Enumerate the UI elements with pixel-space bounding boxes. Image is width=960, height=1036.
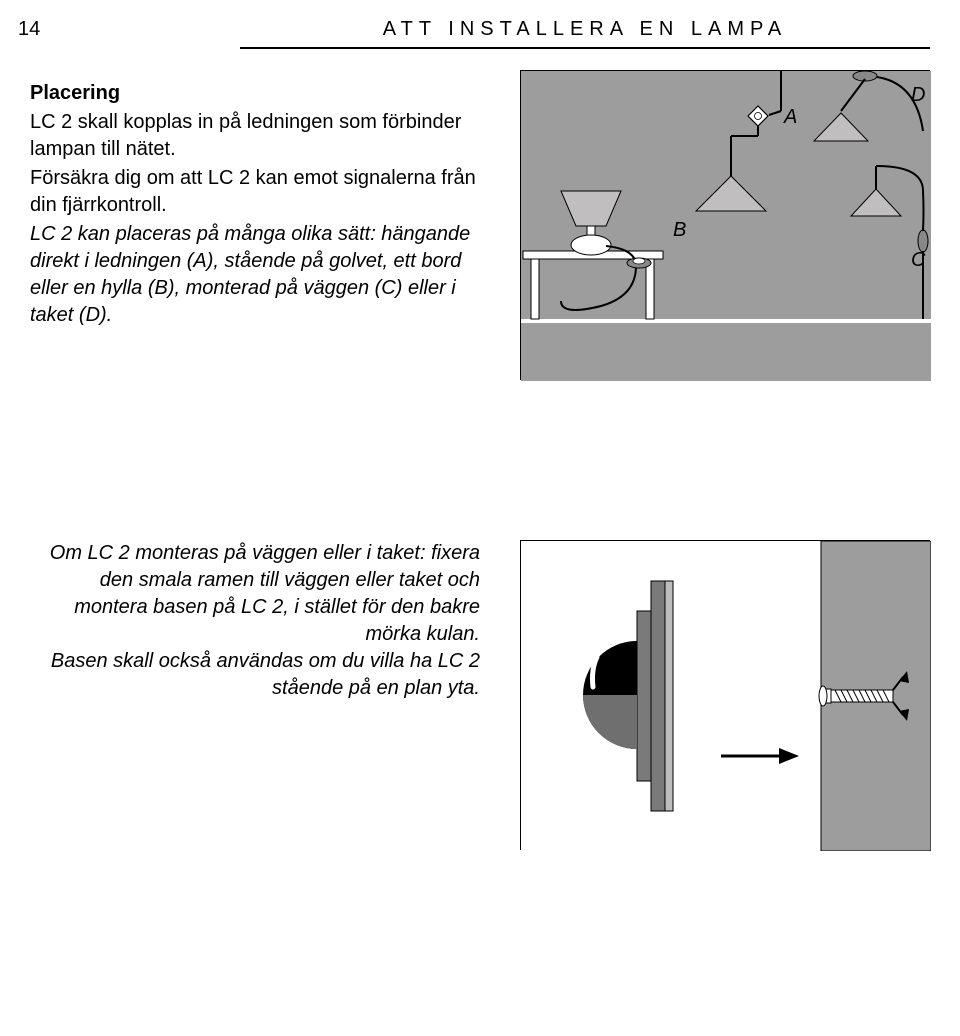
illustration-room: B A D C: [520, 70, 930, 380]
mounting-note: Om LC 2 monteras på väggen eller i taket…: [30, 540, 480, 702]
mounting-note-text: Om LC 2 monteras på väggen eller i taket…: [30, 540, 480, 702]
page-title: ATT INSTALLERA EN LAMPA: [240, 18, 930, 49]
paragraph-1: LC 2 skall kopplas in på ledningen som f…: [30, 109, 480, 163]
svg-text:B: B: [673, 219, 686, 241]
paragraph-2: Försäkra dig om att LC 2 kan emot signal…: [30, 165, 480, 219]
section-heading: Placering: [30, 80, 480, 107]
main-text-block: Placering LC 2 skall kopplas in på ledni…: [30, 80, 480, 331]
paragraph-3: LC 2 kan placeras på många olika sätt: h…: [30, 221, 480, 329]
svg-text:A: A: [783, 106, 797, 128]
page-number: 14: [18, 18, 40, 41]
illustration-mount: [520, 540, 930, 850]
